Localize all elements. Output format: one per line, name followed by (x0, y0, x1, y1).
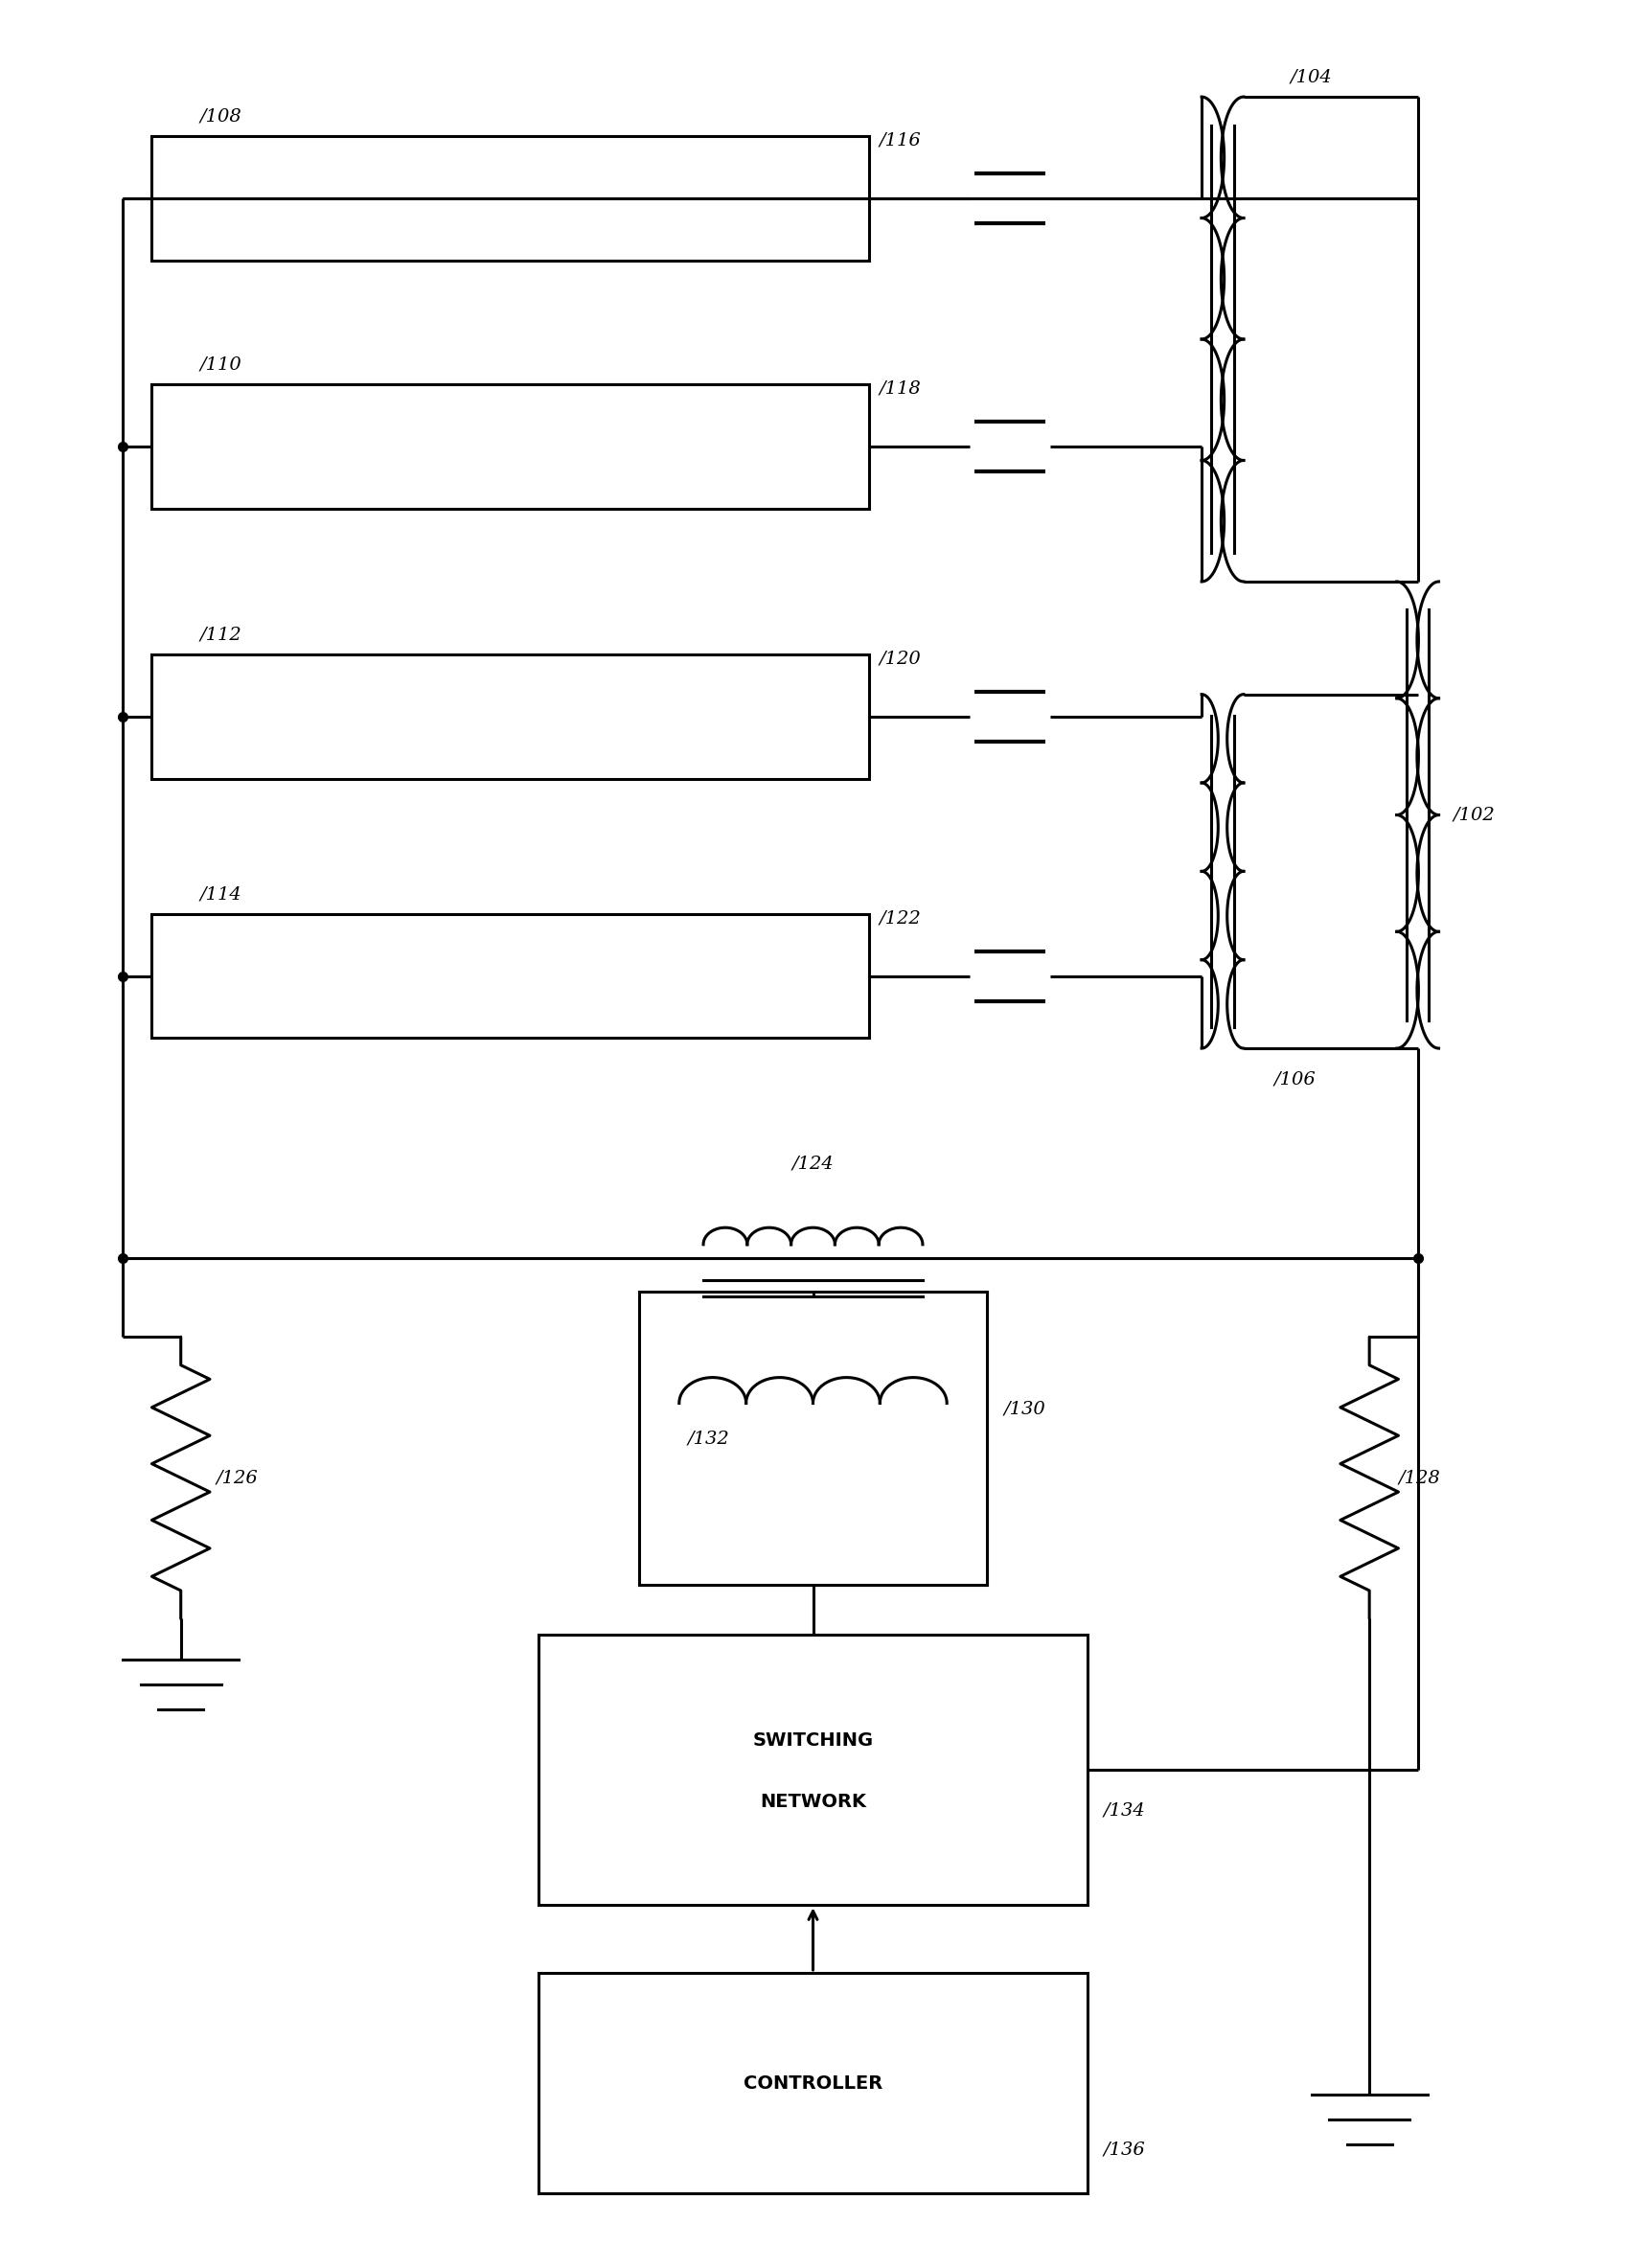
Text: /114: /114 (200, 885, 242, 903)
Text: /120: /120 (880, 651, 920, 667)
Text: /126: /126 (216, 1470, 259, 1486)
Bar (639, 1293, 987, 1585)
Bar (151, 914, 870, 1039)
Text: /102: /102 (1454, 807, 1496, 823)
Bar (538, 1635, 1088, 1905)
Text: /106: /106 (1275, 1070, 1315, 1089)
Bar (151, 655, 870, 778)
Text: /128: /128 (1398, 1470, 1441, 1486)
Text: /104: /104 (1291, 68, 1332, 86)
Text: SWITCHING: SWITCHING (753, 1730, 873, 1749)
Text: /110: /110 (200, 356, 242, 372)
Text: /134: /134 (1104, 1801, 1145, 1819)
Bar (538, 1973, 1088, 2193)
Text: /136: /136 (1104, 2141, 1145, 2159)
Bar (151, 136, 870, 261)
Text: /130: /130 (1003, 1399, 1046, 1418)
Text: /124: /124 (792, 1154, 834, 1173)
Text: /122: /122 (880, 909, 920, 928)
Bar (151, 383, 870, 508)
Text: /132: /132 (688, 1431, 728, 1447)
Text: /108: /108 (200, 109, 242, 125)
Text: CONTROLLER: CONTROLLER (743, 2075, 883, 2093)
Text: /116: /116 (880, 132, 920, 150)
Text: NETWORK: NETWORK (759, 1792, 867, 1810)
Text: /112: /112 (200, 626, 242, 644)
Text: /118: /118 (880, 379, 920, 397)
